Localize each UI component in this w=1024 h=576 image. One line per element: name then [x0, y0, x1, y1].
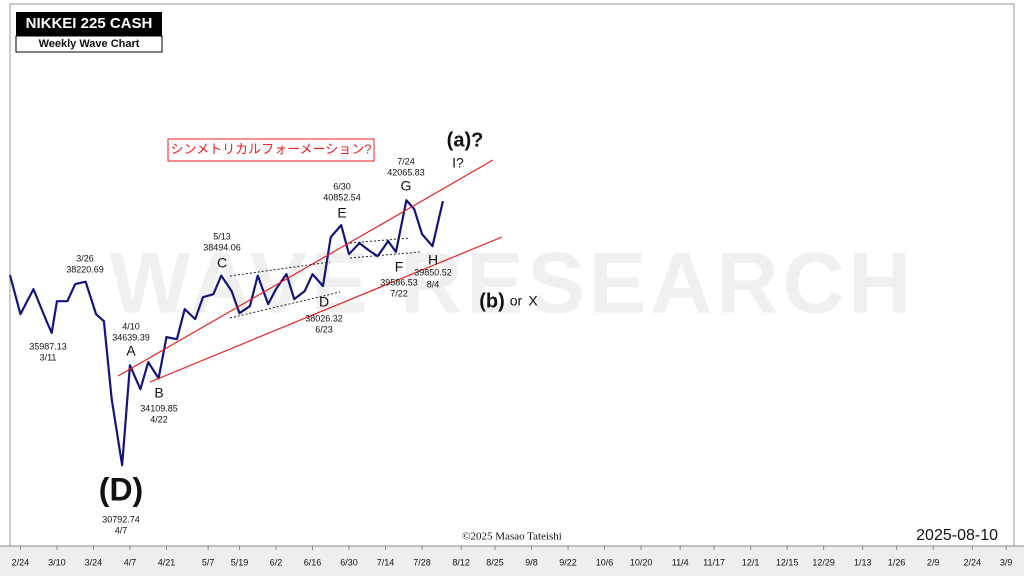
annotation: F — [395, 259, 404, 275]
subtitle-box — [15, 35, 163, 53]
x-tick-label: 7/14 — [377, 557, 395, 567]
annotation: 34109.85 — [140, 403, 178, 413]
pattern-line — [229, 291, 341, 319]
annotation: 5/13 — [213, 231, 231, 241]
annotation: 8/4 — [427, 279, 440, 289]
trend-line — [149, 236, 503, 383]
x-tick-label: 7/28 — [413, 557, 431, 567]
annotation: 38220.69 — [66, 264, 104, 274]
annotation: 34639.39 — [112, 332, 150, 342]
plot-layer — [8, 199, 1007, 550]
x-tick-label: 6/16 — [304, 557, 322, 567]
x-tick-label: 12/29 — [812, 557, 835, 567]
chart-subtitle: Weekly Wave Chart — [39, 38, 140, 50]
annotation: 6/23 — [315, 324, 333, 334]
x-tick-label: 4/21 — [158, 557, 176, 567]
annotation: 3/11 — [40, 352, 57, 362]
annotation: G — [401, 178, 412, 194]
annotation: (b) — [479, 290, 505, 312]
x-tick-label: 9/8 — [525, 557, 538, 567]
annotation: 38494.06 — [203, 242, 241, 252]
x-tick-label: 2/9 — [927, 557, 940, 567]
chart-title: NIKKEI 225 CASH — [26, 15, 153, 32]
pattern-line — [229, 261, 331, 277]
annotation: I? — [452, 155, 464, 171]
trend-line — [117, 159, 494, 377]
annotation: 4/7 — [115, 525, 128, 535]
x-tick-label: 1/13 — [854, 557, 872, 567]
annotation: (a)? — [447, 129, 484, 151]
price-line — [8, 199, 444, 467]
note-box — [167, 138, 375, 162]
annotation: D — [319, 294, 329, 310]
annotation: C — [217, 255, 227, 271]
annotation: 7/22 — [390, 288, 408, 298]
x-tick-label: 11/4 — [672, 557, 689, 567]
x-tick-label: 8/25 — [486, 557, 504, 567]
annotation: 39850.52 — [414, 267, 452, 277]
annotation: 7/24 — [397, 156, 415, 166]
annotation: 6/30 — [333, 181, 351, 191]
x-tick-label: 11/17 — [703, 557, 725, 567]
x-tick-label: 9/22 — [559, 557, 577, 567]
x-tick-label: 5/19 — [231, 557, 249, 567]
annotation: or — [510, 293, 523, 309]
x-tick-label: 8/12 — [452, 557, 470, 567]
x-tick-label: 12/15 — [776, 557, 799, 567]
watermark: WAVE RESEARCH — [109, 236, 914, 332]
copyright: ©2025 Masao Tateishi — [462, 531, 562, 543]
annotation: A — [126, 343, 136, 359]
x-tick-label: 1/26 — [888, 557, 906, 567]
annotation: E — [337, 205, 346, 221]
annotation: 42065.83 — [387, 167, 425, 177]
x-tick-label: 3/10 — [48, 557, 66, 567]
chart-date: 2025-08-10 — [916, 527, 998, 544]
annotation: 30792.74 — [102, 514, 140, 524]
annotation: 4/10 — [122, 321, 140, 331]
x-tick-label: 3/24 — [85, 557, 103, 567]
x-tick-label: 2/24 — [12, 557, 30, 567]
x-tick-label: 2/24 — [964, 557, 982, 567]
annotation: H — [428, 252, 438, 268]
annotation: 4/22 — [150, 414, 168, 424]
x-axis-band — [0, 546, 1024, 576]
annotation: 35987.13 — [29, 341, 67, 351]
annotation: X — [528, 293, 538, 309]
annotation: 39586.53 — [380, 277, 418, 287]
annotation: 3/26 — [76, 253, 94, 263]
title-box — [16, 12, 162, 36]
x-tick-label: 6/30 — [340, 557, 358, 567]
annotation: (D) — [99, 471, 143, 507]
note: シンメトリカルフォーメーション? — [170, 141, 371, 156]
annotation: 38026.32 — [305, 313, 343, 323]
x-tick-label: 10/6 — [596, 557, 614, 567]
x-tick-label: 6/2 — [270, 557, 283, 567]
x-tick-label: 5/7 — [202, 557, 215, 567]
x-tick-label: 3/9 — [1000, 557, 1013, 567]
annotation: B — [154, 385, 163, 401]
x-tick-label: 12/1 — [742, 557, 760, 567]
x-tick-label: 4/7 — [124, 557, 137, 567]
x-tick-label: 10/20 — [630, 557, 653, 567]
annotation: 40852.54 — [323, 192, 361, 202]
